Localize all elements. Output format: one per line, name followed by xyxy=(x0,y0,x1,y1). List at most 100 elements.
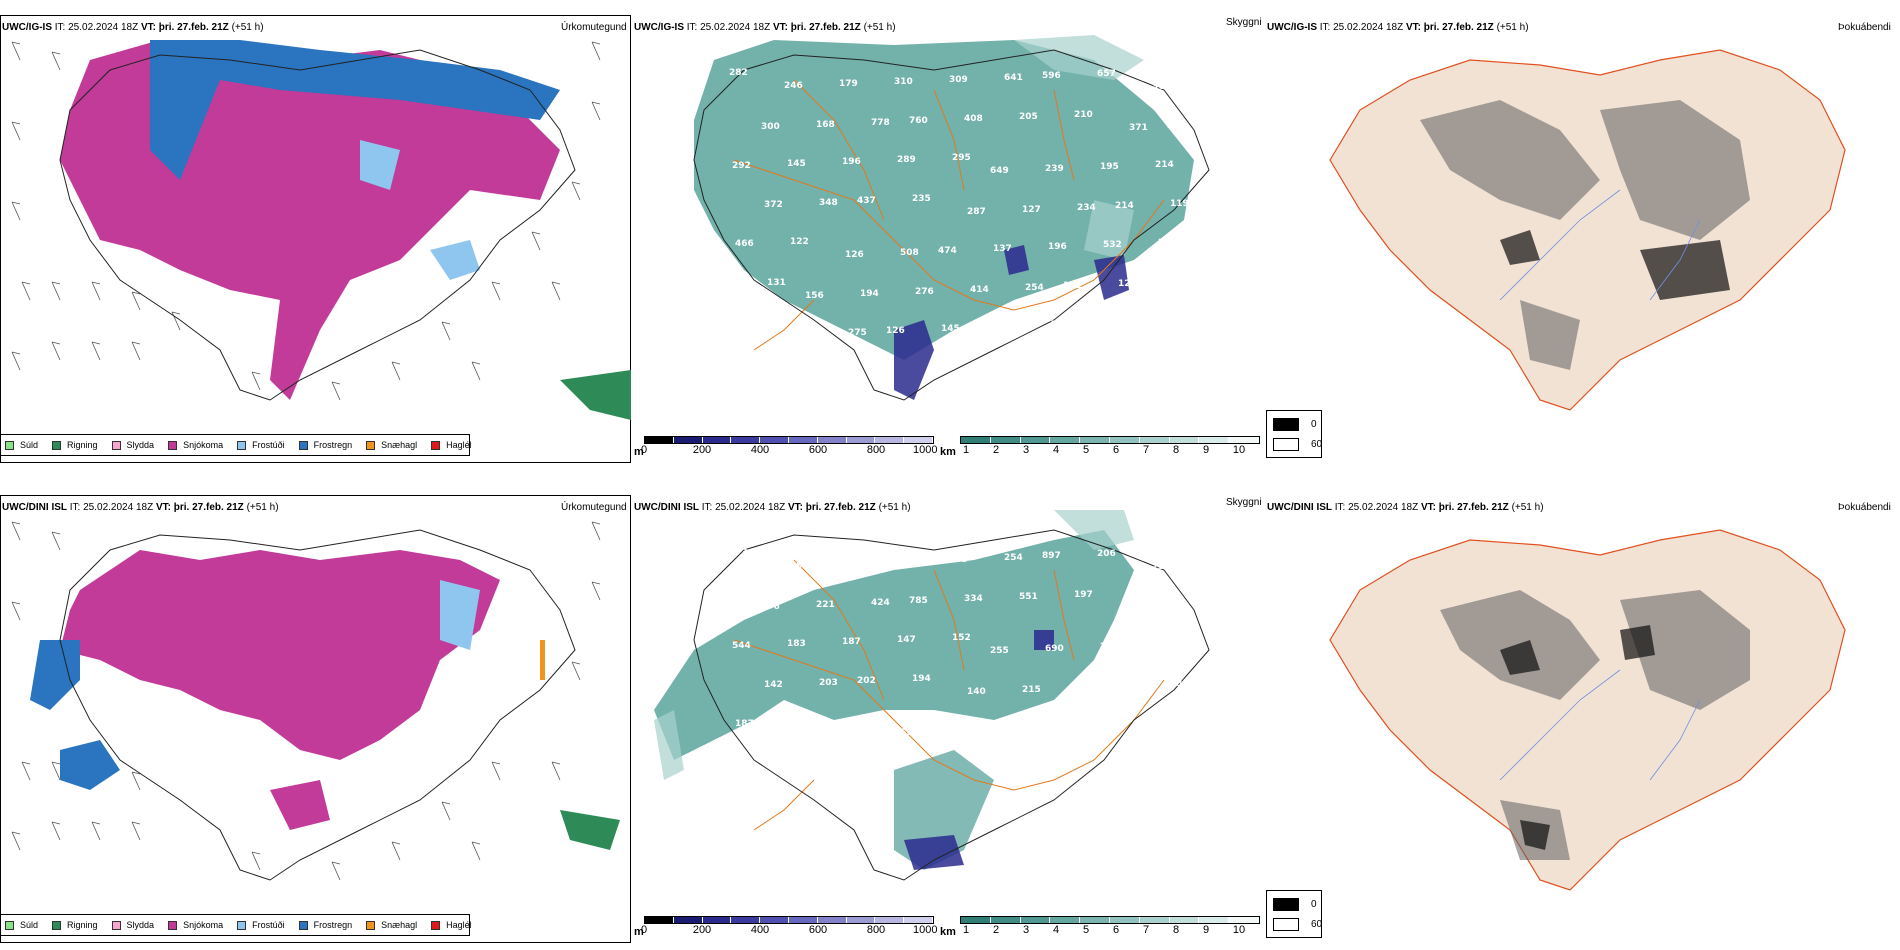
cbar-swatch xyxy=(990,917,1021,923)
init-time: 25.02.2024 18Z xyxy=(83,502,154,513)
cloud-base-label: 106 xyxy=(1129,603,1148,613)
legend-item: Snjókoma xyxy=(168,920,223,930)
cloud-base-label: 657 xyxy=(1097,69,1116,79)
precip-ice-pellets-area xyxy=(540,640,545,680)
cbar-tick: 9 xyxy=(1202,444,1210,456)
road-network xyxy=(733,559,1165,831)
cloud-base-label: 532 xyxy=(1103,240,1122,250)
cloud-base-label: 156 xyxy=(805,291,824,301)
cloud-base-label: 641 xyxy=(1004,73,1023,83)
cbar-swatch xyxy=(846,437,876,443)
legend-item: Súld xyxy=(5,440,38,450)
cbar-swatch xyxy=(817,437,847,443)
legend-item: Haglél xyxy=(431,440,472,450)
lead-time: (+51 h) xyxy=(863,22,896,33)
cloud-base-label: 84 xyxy=(753,371,766,381)
valid-time-label: VT: xyxy=(787,502,803,513)
cbar-swatch xyxy=(731,917,761,923)
cloud-base-label: 119 xyxy=(1170,199,1189,209)
cloud-base-label: 408 xyxy=(964,114,983,124)
legend-item: Haglél xyxy=(431,920,472,930)
low-cloud-field xyxy=(894,245,1129,400)
legend-swatch xyxy=(52,920,62,930)
precip-snow-area xyxy=(60,550,500,830)
cloud-base-label: 241 xyxy=(1158,238,1177,248)
cbar-tick: 6 xyxy=(1112,924,1120,936)
precip-freezing-rain-area xyxy=(150,40,560,180)
cloud-base-label: 232 xyxy=(894,557,913,567)
cbar-swatch xyxy=(875,917,905,923)
cloud-base-label: 310 xyxy=(894,77,913,87)
cbar-tick: 3 xyxy=(1022,444,1030,456)
legend-label: Haglél xyxy=(446,440,472,450)
fog-legend-item: 60 xyxy=(1273,918,1322,931)
cloud-base-label: 282 xyxy=(729,68,748,78)
legend-item: Snæhagl xyxy=(366,440,417,450)
lead-time: (+51 h) xyxy=(1511,502,1544,513)
row-2: UWC/DINI ISL IT: 25.02.2024 18Z VT: þri.… xyxy=(0,480,1900,950)
cloud-base-label: 254 xyxy=(1025,283,1044,293)
cbar-tick: 800 xyxy=(866,924,886,936)
fog-rivers xyxy=(1499,669,1701,781)
cloud-base-label: 544 xyxy=(732,641,751,651)
cloud-base-label: 414 xyxy=(970,285,989,295)
fog-header: UWC/IG-IS IT: 25.02.2024 18Z VT: þri. 27… xyxy=(1267,22,1529,33)
legend-swatch xyxy=(298,920,308,930)
legend-swatch xyxy=(431,440,441,450)
cloud-base-label: 873 xyxy=(729,548,748,558)
init-time: 25.02.2024 18Z xyxy=(715,502,786,513)
cbar-swatch xyxy=(788,437,818,443)
legend-label: Snjókoma xyxy=(183,920,224,930)
cloud-base-label: 276 xyxy=(915,287,934,297)
valid-time: þri. 27.feb. 21Z xyxy=(805,502,876,513)
cloud-base-label: 246 xyxy=(784,81,803,91)
cloud-base-label: 649 xyxy=(784,561,803,571)
legend-swatch xyxy=(168,920,178,930)
cbar-swatch xyxy=(1229,917,1259,923)
model-name: UWC/DINI ISL xyxy=(634,502,699,513)
fog-legend-label: 60 xyxy=(1311,439,1323,450)
legend-swatch xyxy=(111,920,121,930)
fog-swatch xyxy=(1273,438,1299,451)
cloud-base-label: 179 xyxy=(839,79,858,89)
init-time-label: IT: xyxy=(69,502,81,513)
cloud-base-label: 509 xyxy=(1167,601,1186,611)
precip-map-frame xyxy=(0,495,631,943)
cloud-base-label: 340 xyxy=(1115,681,1134,691)
cloud-base-label: 214 xyxy=(1155,160,1174,170)
legend-swatch xyxy=(111,440,121,450)
cloud-base-label: 785 xyxy=(909,596,928,606)
height-colorbar-ramp xyxy=(644,436,934,444)
cbar-tick: 7 xyxy=(1142,924,1150,936)
fog-legend: 0 60 xyxy=(1266,410,1322,458)
precip-map-frame xyxy=(0,15,631,463)
cbar-swatch xyxy=(961,437,991,443)
cloud-base-label: 235 xyxy=(912,194,931,204)
fog-legend-label: 0 xyxy=(1311,899,1317,910)
cloud-base-label: 596 xyxy=(1042,71,1061,81)
cloud-base-label: 135 xyxy=(1170,679,1189,689)
legend-item: Frostregn xyxy=(298,920,352,930)
cloud-base-label: 334 xyxy=(964,594,983,604)
height-colorbar-ticks: 0 200 400 600 800 1000 xyxy=(641,924,938,936)
visibility-field xyxy=(654,530,1134,760)
cloud-base-label: 53 xyxy=(900,728,913,738)
legend-item: Frostúði xyxy=(237,920,285,930)
cloud-base-label: 295 xyxy=(952,153,971,163)
cbar-swatch xyxy=(1199,917,1230,923)
cloud-base-label: 152 xyxy=(1063,281,1082,291)
cloud-base-label: 168 xyxy=(816,120,835,130)
model-name: UWC/IG-IS xyxy=(2,22,52,33)
legend-label: Slydda xyxy=(126,920,155,930)
cbar-tick: 5 xyxy=(1082,444,1090,456)
cloud-base-label: 203 xyxy=(949,555,968,565)
fog-legend-item: 0 xyxy=(1273,418,1317,431)
lead-time: (+51 h) xyxy=(878,502,911,513)
height-colorbar: 0 200 400 600 800 1000 xyxy=(641,436,938,456)
cloud-base-label: 275 xyxy=(848,328,867,338)
cbar-tick: 6 xyxy=(1112,444,1120,456)
legend-label: Rigning xyxy=(67,440,98,450)
model-name: UWC/DINI ISL xyxy=(2,502,67,513)
legend-item: Snæhagl xyxy=(366,920,417,930)
valid-time: þri. 27.feb. 21Z xyxy=(173,502,244,513)
